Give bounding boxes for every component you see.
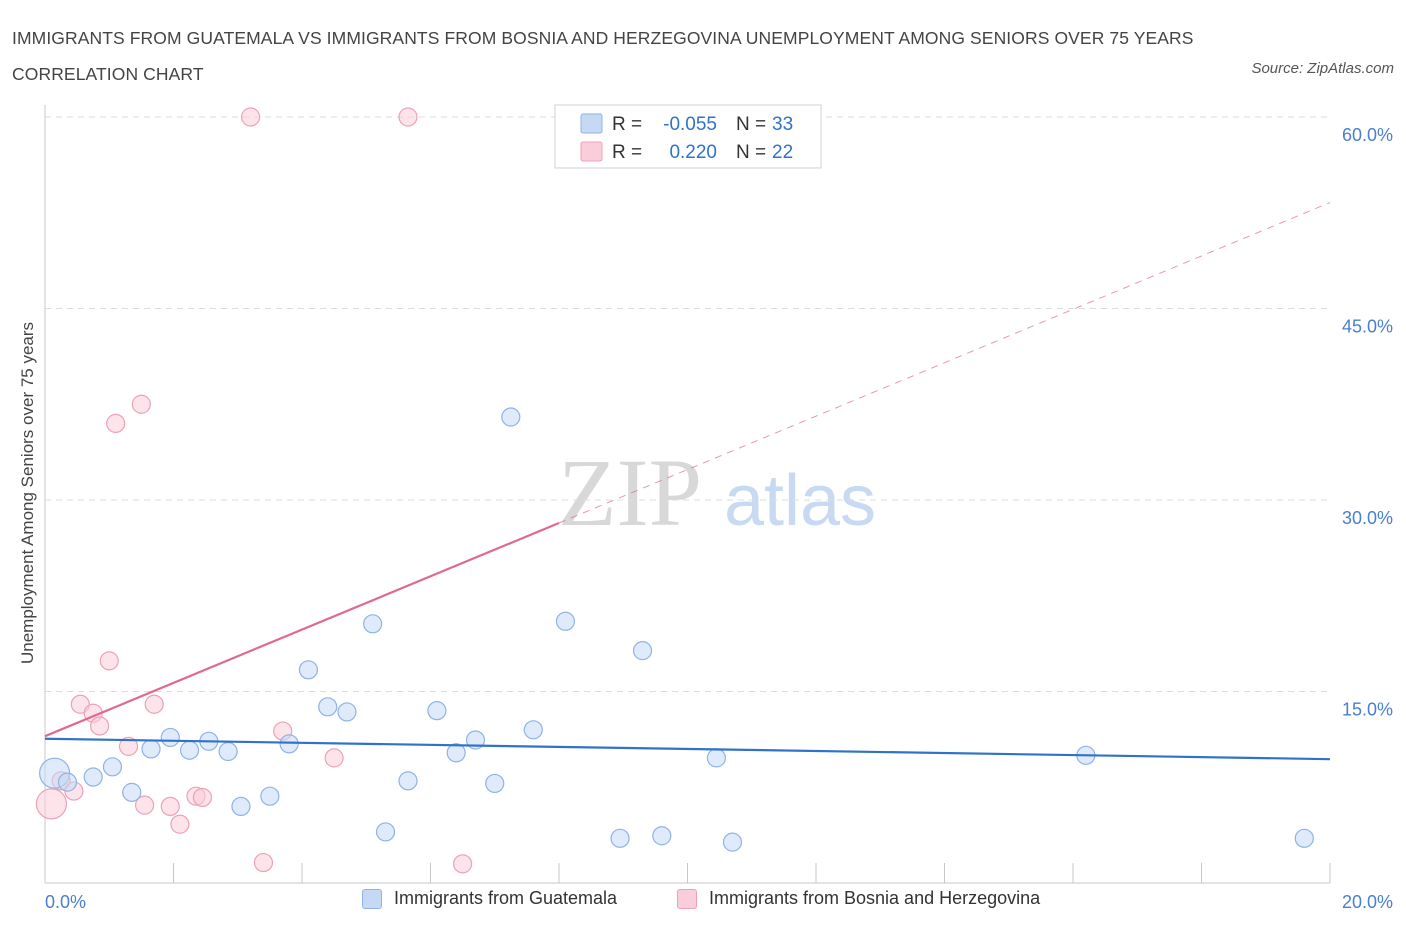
y-tick-label: 45.0% xyxy=(1342,317,1393,337)
legend-r-value-bosnia: 0.220 xyxy=(669,142,717,163)
series-legend: Immigrants from Guatemala Immigrants fro… xyxy=(0,888,1406,916)
x-tick-label: 20.0% xyxy=(1342,892,1393,912)
data-point-bosnia xyxy=(160,796,180,817)
y-tick-label: 60.0% xyxy=(1342,125,1393,145)
legend-n-label-guatemala: N = xyxy=(736,114,766,135)
data-point-guatemala xyxy=(485,773,505,794)
data-point-guatemala xyxy=(375,822,396,842)
data-point-guatemala xyxy=(83,767,103,787)
source-label: Source: ZipAtlas.com xyxy=(1251,60,1394,77)
data-point-guatemala xyxy=(179,740,200,760)
data-point-guatemala xyxy=(141,739,161,759)
data-point-guatemala xyxy=(632,641,653,661)
data-point-bosnia xyxy=(118,736,139,756)
y-tick-label: 15.0% xyxy=(1342,700,1393,720)
data-point-bosnia xyxy=(99,651,119,671)
data-point-guatemala xyxy=(260,786,280,806)
data-point-guatemala xyxy=(523,720,543,740)
data-point-guatemala xyxy=(398,771,418,791)
data-point-guatemala xyxy=(122,782,142,802)
data-point-guatemala xyxy=(160,727,180,748)
data-point-guatemala xyxy=(102,757,123,777)
data-point-bosnia xyxy=(324,748,344,768)
data-point-bosnia xyxy=(144,694,164,714)
legend-n-value-bosnia: 22 xyxy=(772,142,793,163)
x-tick-label: 0.0% xyxy=(45,892,86,912)
data-points xyxy=(35,107,1331,874)
data-point-guatemala xyxy=(57,772,78,792)
data-point-guatemala xyxy=(427,701,447,721)
data-point-bosnia xyxy=(131,394,151,414)
chart-title: IMMIGRANTS FROM GUATEMALA VS IMMIGRANTS … xyxy=(12,28,1194,84)
data-point-guatemala xyxy=(555,611,576,631)
data-point-guatemala xyxy=(218,741,238,762)
data-point-guatemala xyxy=(363,614,383,634)
legend-marker-bosnia xyxy=(677,888,697,909)
data-point-guatemala xyxy=(652,826,672,846)
data-point-bosnia xyxy=(170,814,190,834)
data-point-bosnia xyxy=(134,795,155,815)
data-point-guatemala xyxy=(231,796,251,817)
legend-n-label-bosnia: N = xyxy=(736,142,766,163)
trend-line-guatemala xyxy=(44,737,1331,761)
data-point-bosnia xyxy=(90,716,110,736)
legend-n-value-guatemala: 33 xyxy=(772,114,793,135)
data-point-guatemala xyxy=(337,702,357,722)
data-point-bosnia xyxy=(241,107,261,127)
data-point-bosnia xyxy=(398,107,418,127)
data-point-bosnia xyxy=(106,413,126,433)
legend-r-value-guatemala: -0.055 xyxy=(663,114,717,135)
watermark: ZIP atlas xyxy=(558,439,876,546)
data-point-bosnia xyxy=(35,788,68,820)
data-point-guatemala xyxy=(722,832,743,852)
data-point-guatemala xyxy=(1294,828,1314,848)
legend-label-bosnia: Immigrants from Bosnia and Herzegovina xyxy=(709,888,1041,908)
legend-marker-guatemala xyxy=(362,888,382,909)
watermark-atlas: atlas xyxy=(724,461,876,541)
data-point-guatemala xyxy=(279,734,299,754)
trend-line-bosnia-extrapolated xyxy=(558,202,1331,524)
legend-swatch-guatemala xyxy=(580,113,603,134)
data-point-bosnia xyxy=(253,852,274,873)
trend-lines xyxy=(558,202,1331,524)
data-point-guatemala xyxy=(318,697,338,717)
y-tick-label: 30.0% xyxy=(1342,508,1393,528)
watermark-zip: ZIP xyxy=(558,439,702,546)
legend-r-label-bosnia: R = xyxy=(612,142,642,163)
data-point-guatemala xyxy=(610,828,630,848)
legend-swatch-bosnia xyxy=(580,141,603,162)
correlation-legend: R = -0.055 N = 33 R = 0.220 N = 22 xyxy=(554,104,822,169)
axes xyxy=(44,105,1331,884)
data-point-bosnia xyxy=(192,787,213,808)
data-point-guatemala xyxy=(706,748,727,768)
trend-line-bosnia xyxy=(44,521,560,738)
legend-label-guatemala: Immigrants from Guatemala xyxy=(394,888,618,908)
data-point-bosnia xyxy=(453,854,473,874)
gridlines xyxy=(45,116,1330,692)
legend-item-guatemala: Immigrants from Guatemala xyxy=(362,888,617,909)
data-point-guatemala xyxy=(501,407,521,427)
legend-r-label-guatemala: R = xyxy=(612,114,642,135)
data-point-guatemala xyxy=(298,660,319,680)
data-point-guatemala xyxy=(446,743,466,763)
tick-labels: 15.0% 30.0% 45.0% 60.0% 0.0% 20.0% xyxy=(45,125,1393,912)
legend-item-bosnia: Immigrants from Bosnia and Herzegovina xyxy=(677,888,1040,909)
